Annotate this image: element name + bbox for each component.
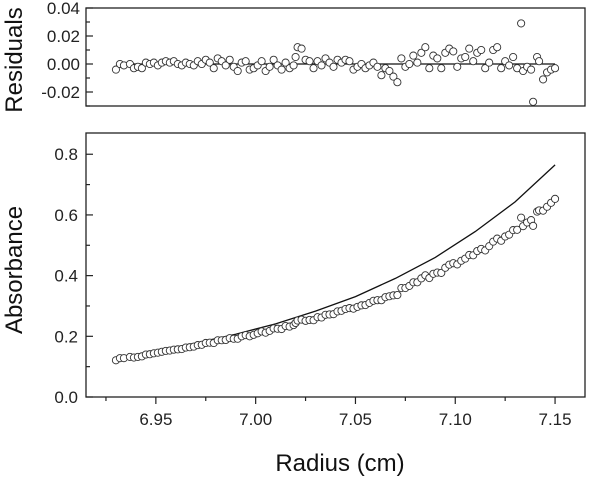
absorbance-point <box>513 225 522 234</box>
residual-point <box>309 64 318 73</box>
residual-point <box>539 75 548 84</box>
residual-point <box>509 52 518 62</box>
residual-point <box>465 44 474 53</box>
residuals-y-tick-label: 0.00 <box>47 55 80 74</box>
residual-point <box>137 64 146 73</box>
absorbance-y-tick-label: 0.4 <box>54 267 78 286</box>
residual-point <box>305 57 314 66</box>
residuals-panel: 0.04 0.02 0.00 -0.02 Residuals <box>1 0 586 113</box>
absorbance-y-tick-label: 0.0 <box>54 388 78 407</box>
residual-point <box>405 59 414 69</box>
residual-point <box>453 62 462 71</box>
residual-point <box>209 64 218 73</box>
residual-point <box>477 45 486 55</box>
residual-point <box>469 57 478 66</box>
residual-point <box>345 57 354 66</box>
absorbance-frame <box>85 132 586 398</box>
absorbance-points <box>111 194 560 365</box>
absorbance-point <box>517 213 526 222</box>
residuals-y-tick-label: 0.02 <box>47 27 80 46</box>
residual-point <box>265 62 274 71</box>
residual-point <box>461 52 470 62</box>
absorbance-point <box>529 221 538 230</box>
residuals-y-tick-label: 0.04 <box>47 0 80 18</box>
residual-point <box>497 64 506 73</box>
residual-point <box>485 58 494 67</box>
x-tick-label: 7.15 <box>539 410 572 429</box>
residual-point <box>493 43 502 52</box>
residual-point <box>393 78 402 87</box>
residual-point <box>233 66 242 76</box>
residual-point <box>517 19 526 28</box>
absorbance-y-tick-label: 0.8 <box>54 145 78 164</box>
residual-point <box>291 52 300 62</box>
absorbance-x-ticks: 6.95 7.00 7.05 7.10 7.15 <box>105 397 572 429</box>
residual-point <box>505 61 514 70</box>
residual-point <box>421 43 430 52</box>
residual-point <box>551 64 560 73</box>
residual-point <box>417 48 426 57</box>
residual-point <box>221 61 230 70</box>
absorbance-point <box>393 290 402 300</box>
residual-point <box>437 64 446 73</box>
residual-point <box>385 66 394 76</box>
x-tick-label: 6.95 <box>139 410 172 429</box>
residual-point <box>329 62 338 71</box>
absorbance-point <box>551 194 560 203</box>
residuals-points <box>111 19 560 106</box>
residual-point <box>277 65 286 74</box>
residual-point <box>397 54 406 63</box>
residual-point <box>481 64 490 73</box>
residual-point <box>281 58 290 67</box>
residual-point <box>205 58 214 67</box>
absorbance-fit-curve <box>115 164 556 360</box>
residuals-frame <box>85 7 586 107</box>
residual-point <box>373 62 382 71</box>
absorbance-y-axis-title: Absorbance <box>1 206 28 334</box>
residual-point <box>269 55 278 64</box>
residual-point <box>449 47 458 56</box>
residuals-y-ticks: 0.04 0.02 0.00 -0.02 <box>41 0 93 107</box>
x-tick-label: 7.10 <box>439 410 472 429</box>
residual-point <box>389 72 398 81</box>
residuals-y-tick-label: -0.02 <box>41 83 80 102</box>
residual-point <box>225 55 234 64</box>
residual-point <box>111 65 120 74</box>
absorbance-y-tick-label: 0.2 <box>54 327 78 346</box>
residuals-y-axis-title: Residuals <box>1 7 28 112</box>
residual-point <box>433 54 442 63</box>
x-tick-label: 7.05 <box>339 410 372 429</box>
residual-point <box>409 51 418 60</box>
residual-point <box>425 64 434 73</box>
residual-point <box>377 71 386 80</box>
residual-point <box>535 57 544 66</box>
residual-point <box>413 58 422 67</box>
absorbance-panel: 0.8 0.6 0.4 0.2 0.0 6.95 7.00 7.05 7.10 7.15 Abs… <box>1 132 586 477</box>
residual-point <box>317 61 326 70</box>
residual-point <box>529 97 538 106</box>
residual-point <box>297 44 306 53</box>
x-axis-title: Radius (cm) <box>275 450 404 477</box>
residual-point <box>527 65 536 74</box>
absorbance-y-tick-label: 0.6 <box>54 206 78 225</box>
absorbance-y-ticks: 0.8 0.6 0.4 0.2 0.0 <box>54 145 93 407</box>
residual-point <box>241 57 250 66</box>
residual-point <box>289 61 298 70</box>
x-tick-label: 7.00 <box>239 410 272 429</box>
residual-point <box>257 57 266 66</box>
